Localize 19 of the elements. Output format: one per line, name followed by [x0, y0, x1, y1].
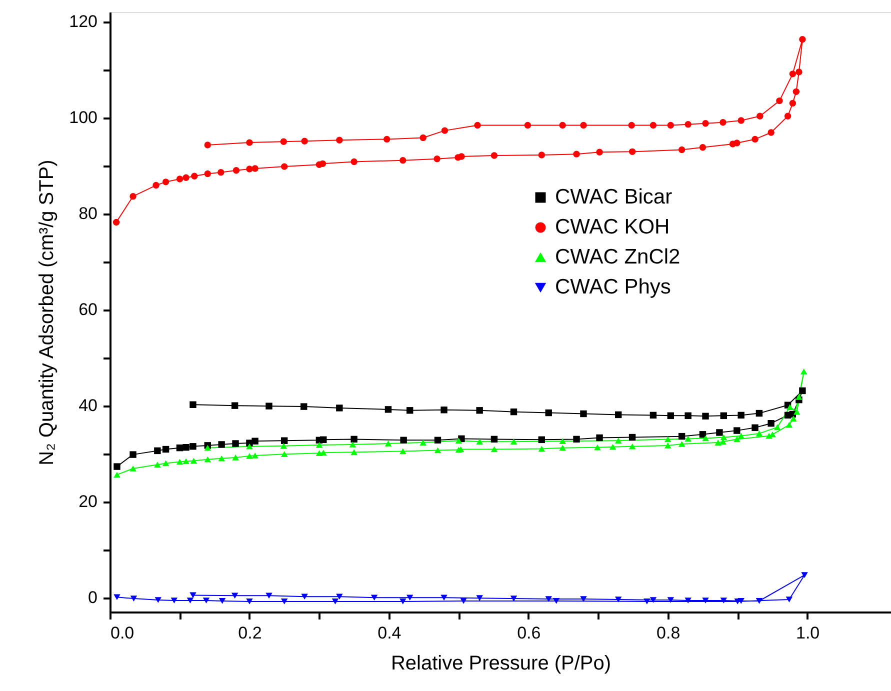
y-tick-label: 40: [78, 396, 98, 416]
x-tick-label: 1.0: [796, 624, 820, 642]
x-axis-title: Relative Pressure (P/Po): [390, 652, 612, 674]
legend-label: CWAC Bicar: [555, 186, 672, 208]
y-tick-label: 80: [78, 204, 98, 224]
y-tick-label: 0: [88, 588, 98, 608]
y-tick-label: 20: [78, 492, 98, 512]
legend-label: CWAC ZnCl2: [555, 246, 680, 268]
y-tick-label: 100: [69, 108, 98, 128]
y-tick-label: 120: [69, 12, 98, 32]
y-tick-label: 60: [78, 300, 98, 320]
legend-label: CWAC Phys: [555, 276, 671, 298]
y-axis-title: N₂ Quantity Adsorbed (cm³/g STP): [36, 160, 58, 466]
x-tick-label: 0.8: [656, 624, 680, 642]
x-tick-label: 0.2: [238, 624, 262, 642]
x-tick-label: 0.0: [110, 624, 134, 642]
x-tick-label: 0.6: [517, 624, 541, 642]
legend-label: CWAC KOH: [555, 216, 670, 238]
x-tick-label: 0.4: [378, 624, 402, 642]
